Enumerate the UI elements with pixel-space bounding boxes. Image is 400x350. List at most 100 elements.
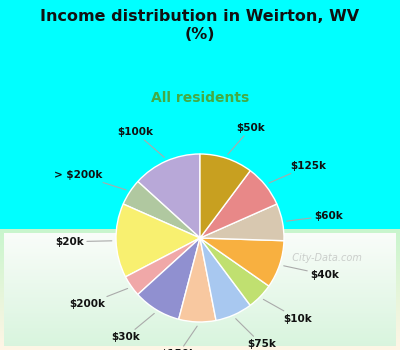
Bar [0, 230, 400, 232]
Bar [0, 318, 400, 320]
Bar [0, 333, 400, 334]
Bar [0, 234, 400, 235]
Bar [0, 233, 400, 234]
Bar [0, 279, 400, 280]
Bar [0, 321, 400, 322]
Wedge shape [200, 238, 284, 286]
Bar [0, 272, 400, 273]
Bar [0, 245, 400, 246]
Bar [0, 334, 400, 336]
Bar [0, 268, 400, 269]
Bar [0, 296, 400, 297]
Bar [0, 275, 400, 276]
Bar [0, 338, 400, 339]
Bar [0, 281, 400, 282]
Bar [0, 346, 400, 348]
Bar [0, 287, 400, 288]
Bar [0, 261, 400, 262]
Bar [0, 293, 400, 294]
Bar [0, 256, 400, 257]
Bar [0, 326, 400, 327]
Bar [0, 312, 400, 313]
Bar [0, 345, 400, 346]
Text: $40k: $40k [284, 266, 339, 280]
Bar [0, 284, 400, 285]
Bar [0, 303, 400, 304]
Bar [0, 257, 400, 258]
Bar [0, 259, 400, 261]
Bar [0, 302, 400, 303]
Bar [0, 307, 400, 308]
Bar [0, 262, 400, 263]
Bar [0, 301, 400, 302]
Bar [0, 239, 400, 240]
Bar [0, 340, 400, 342]
Bar [0, 331, 400, 332]
Bar [0, 240, 400, 241]
Bar [0, 237, 400, 238]
Bar [0, 273, 400, 274]
Bar [0, 342, 400, 343]
Text: $75k: $75k [236, 318, 276, 349]
Bar [0, 232, 400, 233]
Bar [0, 290, 400, 291]
Bar [0, 254, 400, 256]
Bar [0, 248, 400, 250]
Bar [0, 309, 400, 310]
Bar [0, 327, 400, 328]
Bar [0, 348, 400, 349]
Wedge shape [123, 182, 200, 238]
Text: $20k: $20k [55, 237, 112, 247]
Text: City-Data.com: City-Data.com [286, 253, 362, 263]
Bar [0, 252, 400, 253]
Bar [0, 292, 400, 293]
Text: $125k: $125k [269, 161, 327, 183]
Wedge shape [179, 238, 216, 322]
Bar [0, 349, 400, 350]
Bar [0, 323, 400, 325]
Bar [0, 320, 400, 321]
Bar [0, 278, 400, 279]
Text: $150k: $150k [160, 326, 197, 350]
Bar [0, 325, 400, 326]
Bar [0, 286, 400, 287]
Text: $100k: $100k [117, 127, 164, 158]
Wedge shape [138, 238, 200, 319]
Bar [0, 329, 400, 331]
Bar [0, 291, 400, 292]
Bar [0, 308, 400, 309]
Bar [0, 297, 400, 298]
Bar [0, 235, 400, 237]
Bar [0, 229, 400, 230]
Bar [0, 269, 400, 270]
Bar [0, 305, 400, 307]
Bar [0, 310, 400, 312]
Bar [0, 266, 400, 267]
Bar [0, 344, 400, 345]
Wedge shape [126, 238, 200, 294]
Bar [0, 263, 400, 264]
Text: $200k: $200k [69, 288, 128, 309]
Wedge shape [200, 238, 269, 305]
Text: All residents: All residents [151, 91, 249, 105]
Wedge shape [116, 204, 200, 277]
Wedge shape [200, 204, 284, 241]
Bar [0, 243, 400, 244]
Bar [0, 328, 400, 329]
Bar [0, 299, 400, 301]
Bar [0, 253, 400, 254]
Text: $60k: $60k [286, 211, 342, 221]
Bar [0, 288, 400, 290]
Bar [0, 267, 400, 268]
Bar [0, 244, 400, 245]
Bar [0, 304, 400, 305]
Bar [0, 258, 400, 259]
Text: $10k: $10k [263, 299, 312, 324]
Bar [0, 337, 400, 338]
Bar [0, 246, 400, 247]
Text: Income distribution in Weirton, WV
(%): Income distribution in Weirton, WV (%) [40, 9, 360, 42]
Wedge shape [138, 154, 200, 238]
Bar [0, 238, 400, 239]
Bar [0, 322, 400, 323]
Bar [0, 298, 400, 299]
